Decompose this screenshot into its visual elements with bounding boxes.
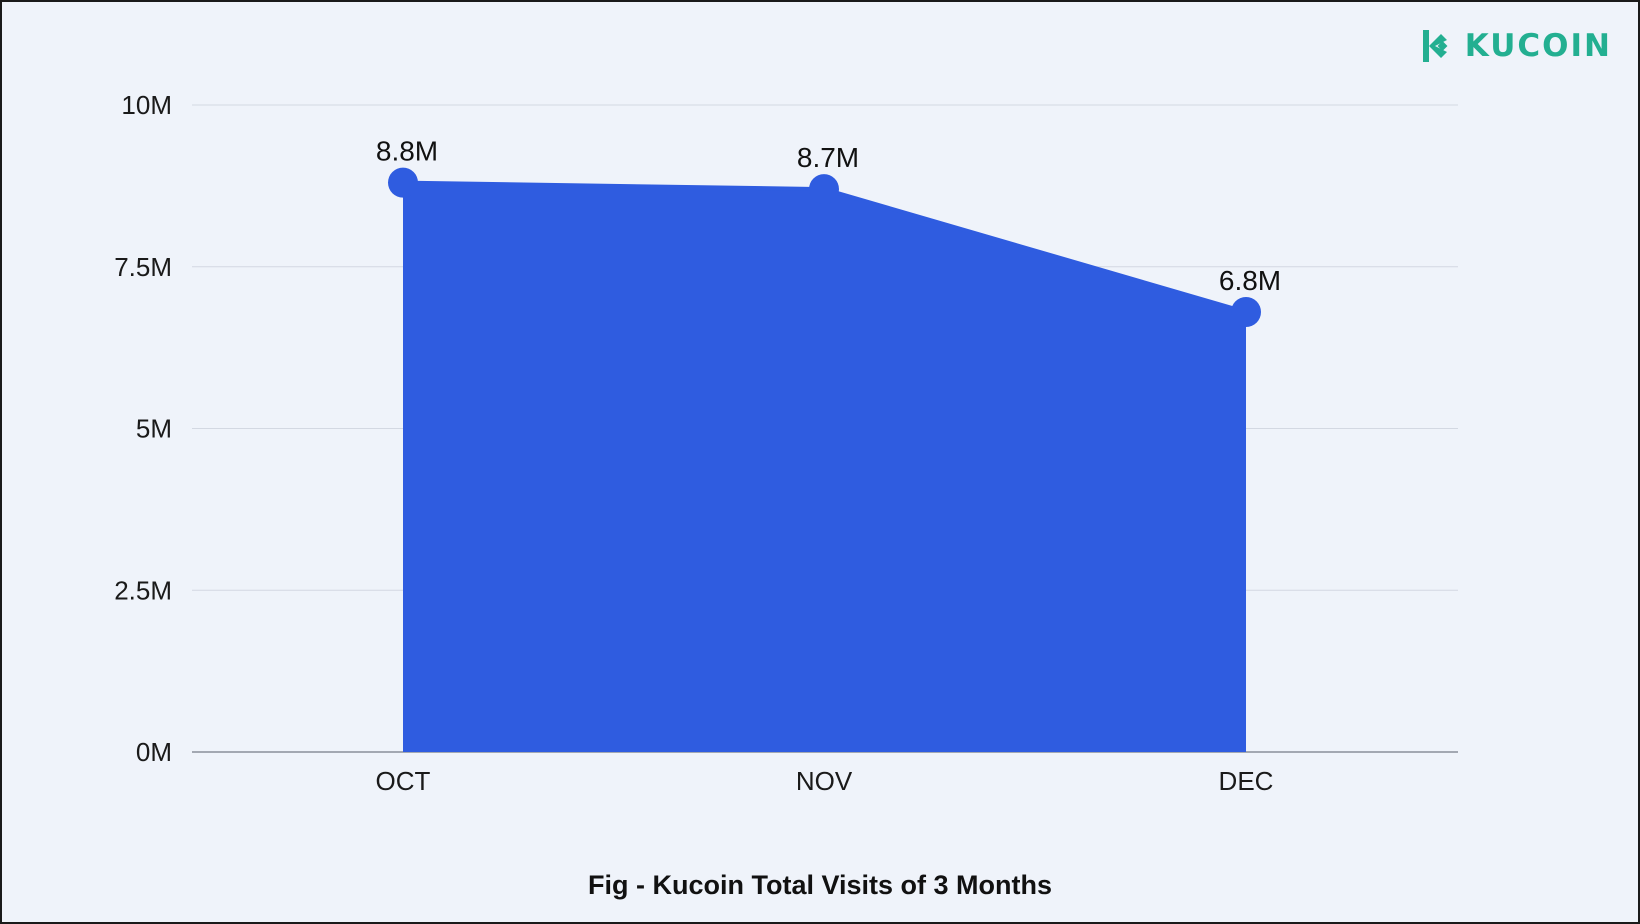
y-tick-label: 0M <box>136 737 172 767</box>
data-label: 6.8M <box>1219 265 1281 296</box>
area-fill <box>403 182 1246 752</box>
data-point <box>1231 297 1261 328</box>
y-tick-label: 7.5M <box>114 252 172 282</box>
y-tick-label: 5M <box>136 414 172 444</box>
data-label: 8.8M <box>376 136 438 167</box>
kucoin-logo-icon <box>1422 30 1448 62</box>
data-point <box>809 174 839 205</box>
y-tick-label: 2.5M <box>114 575 172 605</box>
data-point <box>388 167 418 198</box>
axis-labels: 0M 2.5M 5M 7.5M 10M 8.8M OCT 8.7M NOV 6.8M DEC <box>114 90 1281 796</box>
figure-caption: Fig - Kucoin Total Visits of 3 Months <box>588 870 1052 900</box>
x-tick-label: OCT <box>376 766 431 796</box>
brand-logo: KUCOIN <box>1417 26 1612 66</box>
x-tick-label: DEC <box>1219 766 1274 796</box>
y-tick-label: 10M <box>121 90 172 120</box>
plot-area <box>388 167 1261 752</box>
brand-name: KUCOIN <box>1464 28 1612 64</box>
data-label: 8.7M <box>797 142 859 173</box>
x-tick-label: NOV <box>796 766 853 796</box>
